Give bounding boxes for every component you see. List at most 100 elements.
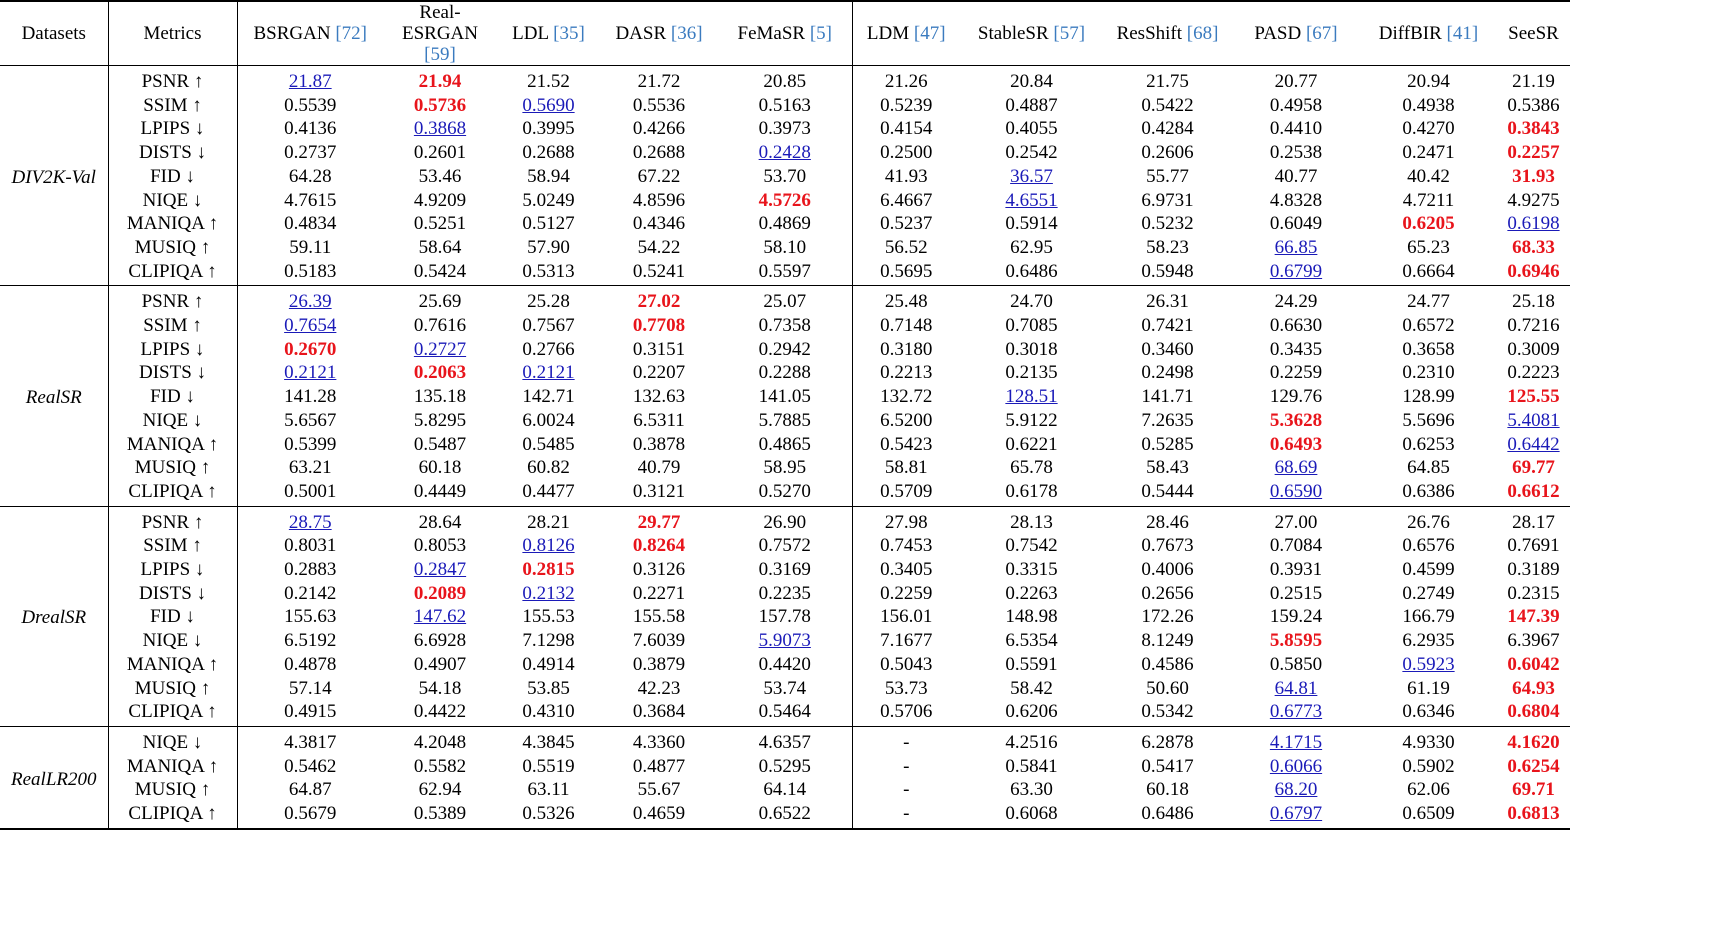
metric-value: 53.46 [418, 165, 462, 187]
metric-value: 0.5386 [1507, 94, 1560, 116]
metric-value: 141.05 [718, 385, 853, 409]
metric-value: 20.85 [718, 65, 853, 94]
metric-value: 0.6068 [1005, 803, 1058, 825]
method-header: FeMaSR [5] [718, 1, 853, 66]
metric-value: 148.98 [1005, 606, 1058, 628]
metric-value: 27.00 [1274, 511, 1318, 533]
metric-value: 0.6493 [1269, 433, 1323, 455]
metric-value: 0.5695 [880, 260, 933, 282]
metric-value: 0.3879 [632, 653, 686, 675]
metric-value: 57.90 [527, 236, 570, 258]
metric-value: 0.2749 [1402, 582, 1455, 604]
metric-value: 0.7654 [284, 315, 337, 337]
metric-value: 141.71 [1141, 386, 1194, 408]
metric-value: 0.6773 [1269, 701, 1323, 723]
metric-value: 4.6357 [718, 726, 853, 755]
method-ref: [5] [809, 23, 832, 44]
metric-value: 0.2263 [1005, 582, 1058, 604]
metric-name: PSNR ↑ [108, 285, 238, 315]
metric-value: 0.7453 [880, 535, 933, 557]
metric-value: 0.2538 [1269, 142, 1323, 164]
metric-value: 0.7421 [1141, 315, 1194, 337]
metric-value: 7.1298 [522, 630, 575, 652]
metric-value: 0.4420 [718, 652, 853, 677]
metric-name: PSNR ↑ [108, 65, 238, 94]
metric-value: 27.02 [637, 291, 681, 313]
metric-value: 132.72 [880, 386, 933, 408]
metric-value: 25.69 [418, 291, 462, 313]
metric-value: 21.52 [527, 71, 570, 92]
metric-value: 54.18 [418, 677, 462, 699]
metric-value: 0.2271 [632, 582, 686, 604]
metric-name: DISTS ↓ [108, 141, 238, 165]
metric-value: 0.5001 [284, 480, 337, 502]
metric-value: 0.2142 [284, 582, 337, 604]
metric-value: 0.5127 [522, 213, 575, 235]
metric-value: 0.2601 [413, 142, 467, 164]
metric-value: 6.0024 [522, 409, 575, 431]
metric-value: 157.78 [718, 605, 853, 630]
metric-value: 6.6928 [413, 630, 467, 652]
metric-value: 25.18 [1512, 291, 1555, 313]
metric-row: CLIPIQA ↑ 0.4915 0.4422 0.4310 0.3684 0.5464 0… [0, 700, 1570, 727]
metric-value: 0.5464 [718, 700, 853, 727]
metric-value: 172.26 [1141, 606, 1194, 628]
metric-value: 0.4659 [632, 803, 686, 825]
metric-value: 0.8264 [632, 535, 686, 557]
metric-value: 0.5487 [413, 433, 467, 455]
metric-name: NIQE ↓ [108, 726, 238, 755]
metric-value: 24.77 [1407, 291, 1450, 313]
metric-value: 7.6039 [632, 630, 686, 652]
metric-value: 0.6576 [1402, 535, 1455, 557]
metric-value: 63.11 [527, 779, 570, 801]
metric-name: LPIPS ↓ [108, 117, 238, 142]
method-name: DASR [615, 23, 667, 44]
metric-row: NIQE ↓ 5.6567 5.8295 6.0024 6.5311 5.7885 6.52… [0, 408, 1570, 433]
metric-value: 67.22 [637, 165, 681, 187]
metric-value: 0.2606 [1141, 142, 1194, 164]
metric-value: 0.5399 [284, 433, 337, 455]
metric-value: 0.6813 [1507, 803, 1560, 825]
method-header: ResShift [68] [1103, 1, 1232, 66]
metric-value: 0.6797 [1269, 803, 1323, 825]
metric-value: 40.79 [637, 457, 681, 479]
metric-value: 155.58 [632, 606, 686, 628]
metric-value: 0.2259 [880, 582, 933, 604]
metric-value: 0.6042 [1507, 653, 1560, 675]
metric-value: 58.23 [1146, 236, 1189, 258]
metric-value: 0.2288 [718, 361, 853, 386]
metric-name: MANIQA ↑ [108, 754, 238, 779]
metric-name: MUSIQ ↑ [108, 676, 238, 701]
metric-row: NIQE ↓ 4.7615 4.9209 5.0249 4.8596 4.5726 6.46… [0, 188, 1570, 213]
dataset-name: DIV2K-Val [0, 65, 109, 286]
metric-value: 0.4915 [284, 701, 337, 723]
metric-value: 59.11 [289, 236, 332, 258]
metric-value: 5.3628 [1269, 409, 1323, 431]
metric-value: 0.6804 [1507, 701, 1560, 723]
metric-value: 0.2213 [880, 362, 933, 384]
metric-value: 0.5389 [413, 803, 467, 825]
method-ref: [67] [1305, 23, 1338, 44]
metric-value: 4.3360 [632, 731, 686, 753]
metric-name: NIQE ↓ [108, 629, 238, 653]
metric-row: DIV2K-Val PSNR ↑ 21.87 21.94 21.52 21.72 20.85… [0, 65, 1570, 286]
metric-value: 69.71 [1512, 779, 1555, 801]
metric-value: 0.4938 [1402, 94, 1455, 116]
metric-value: 21.19 [1512, 71, 1555, 92]
metric-value: - [903, 779, 910, 801]
metric-value: 5.7885 [718, 408, 853, 433]
dataset-group: DIV2K-Val PSNR ↑ 21.87 21.94 21.52 21.72 20.85… [0, 65, 1570, 286]
metric-value: 28.17 [1512, 511, 1555, 533]
metric-name: SSIM ↑ [108, 93, 238, 118]
metric-value: 53.85 [527, 677, 570, 699]
metric-value: 0.2121 [284, 362, 337, 384]
metric-value: 0.3684 [632, 701, 686, 723]
metric-value: 0.5706 [880, 701, 933, 723]
metric-value: 0.2883 [284, 559, 337, 581]
metric-value: 0.4284 [1141, 118, 1194, 140]
metric-value: 53.70 [718, 164, 853, 189]
metric-row: SSIM ↑ 0.5539 0.5736 0.5690 0.5536 0.5163 0.52… [0, 93, 1570, 118]
metric-value: 4.2048 [413, 731, 467, 753]
method-ref: [68] [1186, 23, 1219, 44]
metric-value: 166.79 [1402, 606, 1455, 628]
